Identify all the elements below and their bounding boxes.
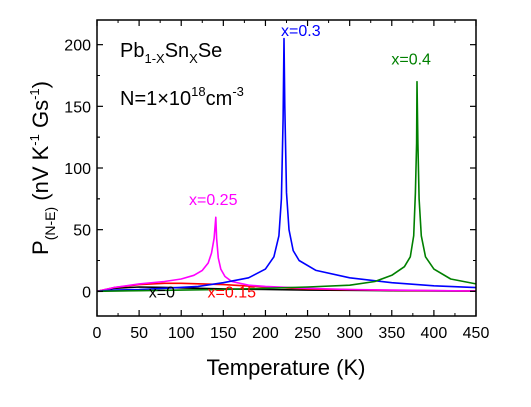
y-axis: 0 50 100 150 200: [64, 38, 476, 301]
y-axis-title-sub: (N-E): [42, 207, 58, 240]
density-base: N=1×10: [120, 88, 191, 110]
series-labels: x=0 x=0.15 x=0.25 x=0.3 x=0.4: [149, 23, 431, 301]
series-label: x=0: [149, 285, 175, 302]
y-tick-label: 100: [64, 161, 91, 178]
y-tick-label: 200: [64, 38, 91, 55]
y-axis-title: P(N-E) (nV K-1 Gs-1): [27, 81, 58, 255]
x-tick-label: 400: [421, 325, 448, 342]
y-axis-title-mid: (nV K: [28, 145, 53, 206]
x-tick-label: 50: [130, 325, 148, 342]
formula-sub1: 1-X: [144, 51, 165, 66]
series-line-3: [97, 37, 476, 293]
series-label: x=0.4: [391, 51, 431, 68]
series-label: x=0.3: [281, 23, 321, 40]
density-unit: cm: [206, 88, 233, 110]
y-axis-title-exp2: -1: [27, 88, 42, 100]
x-tick-label: 0: [93, 325, 102, 342]
series-line-2: [97, 216, 476, 293]
x-tick-label: 250: [294, 325, 321, 342]
y-axis-title-end: ): [28, 81, 53, 88]
series-label: x=0.15: [208, 285, 257, 302]
y-axis-title-mid2: Gs: [28, 100, 53, 134]
y-tick-label: 50: [73, 223, 91, 240]
x-tick-label: 200: [252, 325, 279, 342]
formula-se: Se: [198, 40, 222, 62]
y-axis-title-exp1: -1: [27, 134, 42, 146]
y-tick-label: 0: [82, 284, 91, 301]
formula-annotation: Pb1-XSnXSe: [120, 40, 222, 66]
x-axis-title: Temperature (K): [207, 355, 366, 380]
x-tick-label: 450: [463, 325, 490, 342]
formula-pb: Pb: [120, 40, 144, 62]
y-axis-title-base: P: [28, 240, 53, 255]
density-unit-exp: -3: [232, 84, 244, 99]
formula-sn: Sn: [165, 40, 189, 62]
series-group: [97, 37, 476, 293]
x-tick-label: 350: [378, 325, 405, 342]
x-axis: 0 50 100 150 200 250 300 350 400 450: [93, 20, 490, 342]
series-line-4: [97, 80, 476, 293]
density-exp: 18: [191, 84, 205, 99]
formula-sub2: X: [189, 51, 198, 66]
density-annotation: N=1×1018cm-3: [120, 84, 244, 110]
x-tick-label: 100: [168, 325, 195, 342]
x-tick-label: 300: [336, 325, 363, 342]
y-tick-label: 150: [64, 99, 91, 116]
series-label: x=0.25: [189, 192, 238, 209]
x-tick-label: 150: [210, 325, 237, 342]
